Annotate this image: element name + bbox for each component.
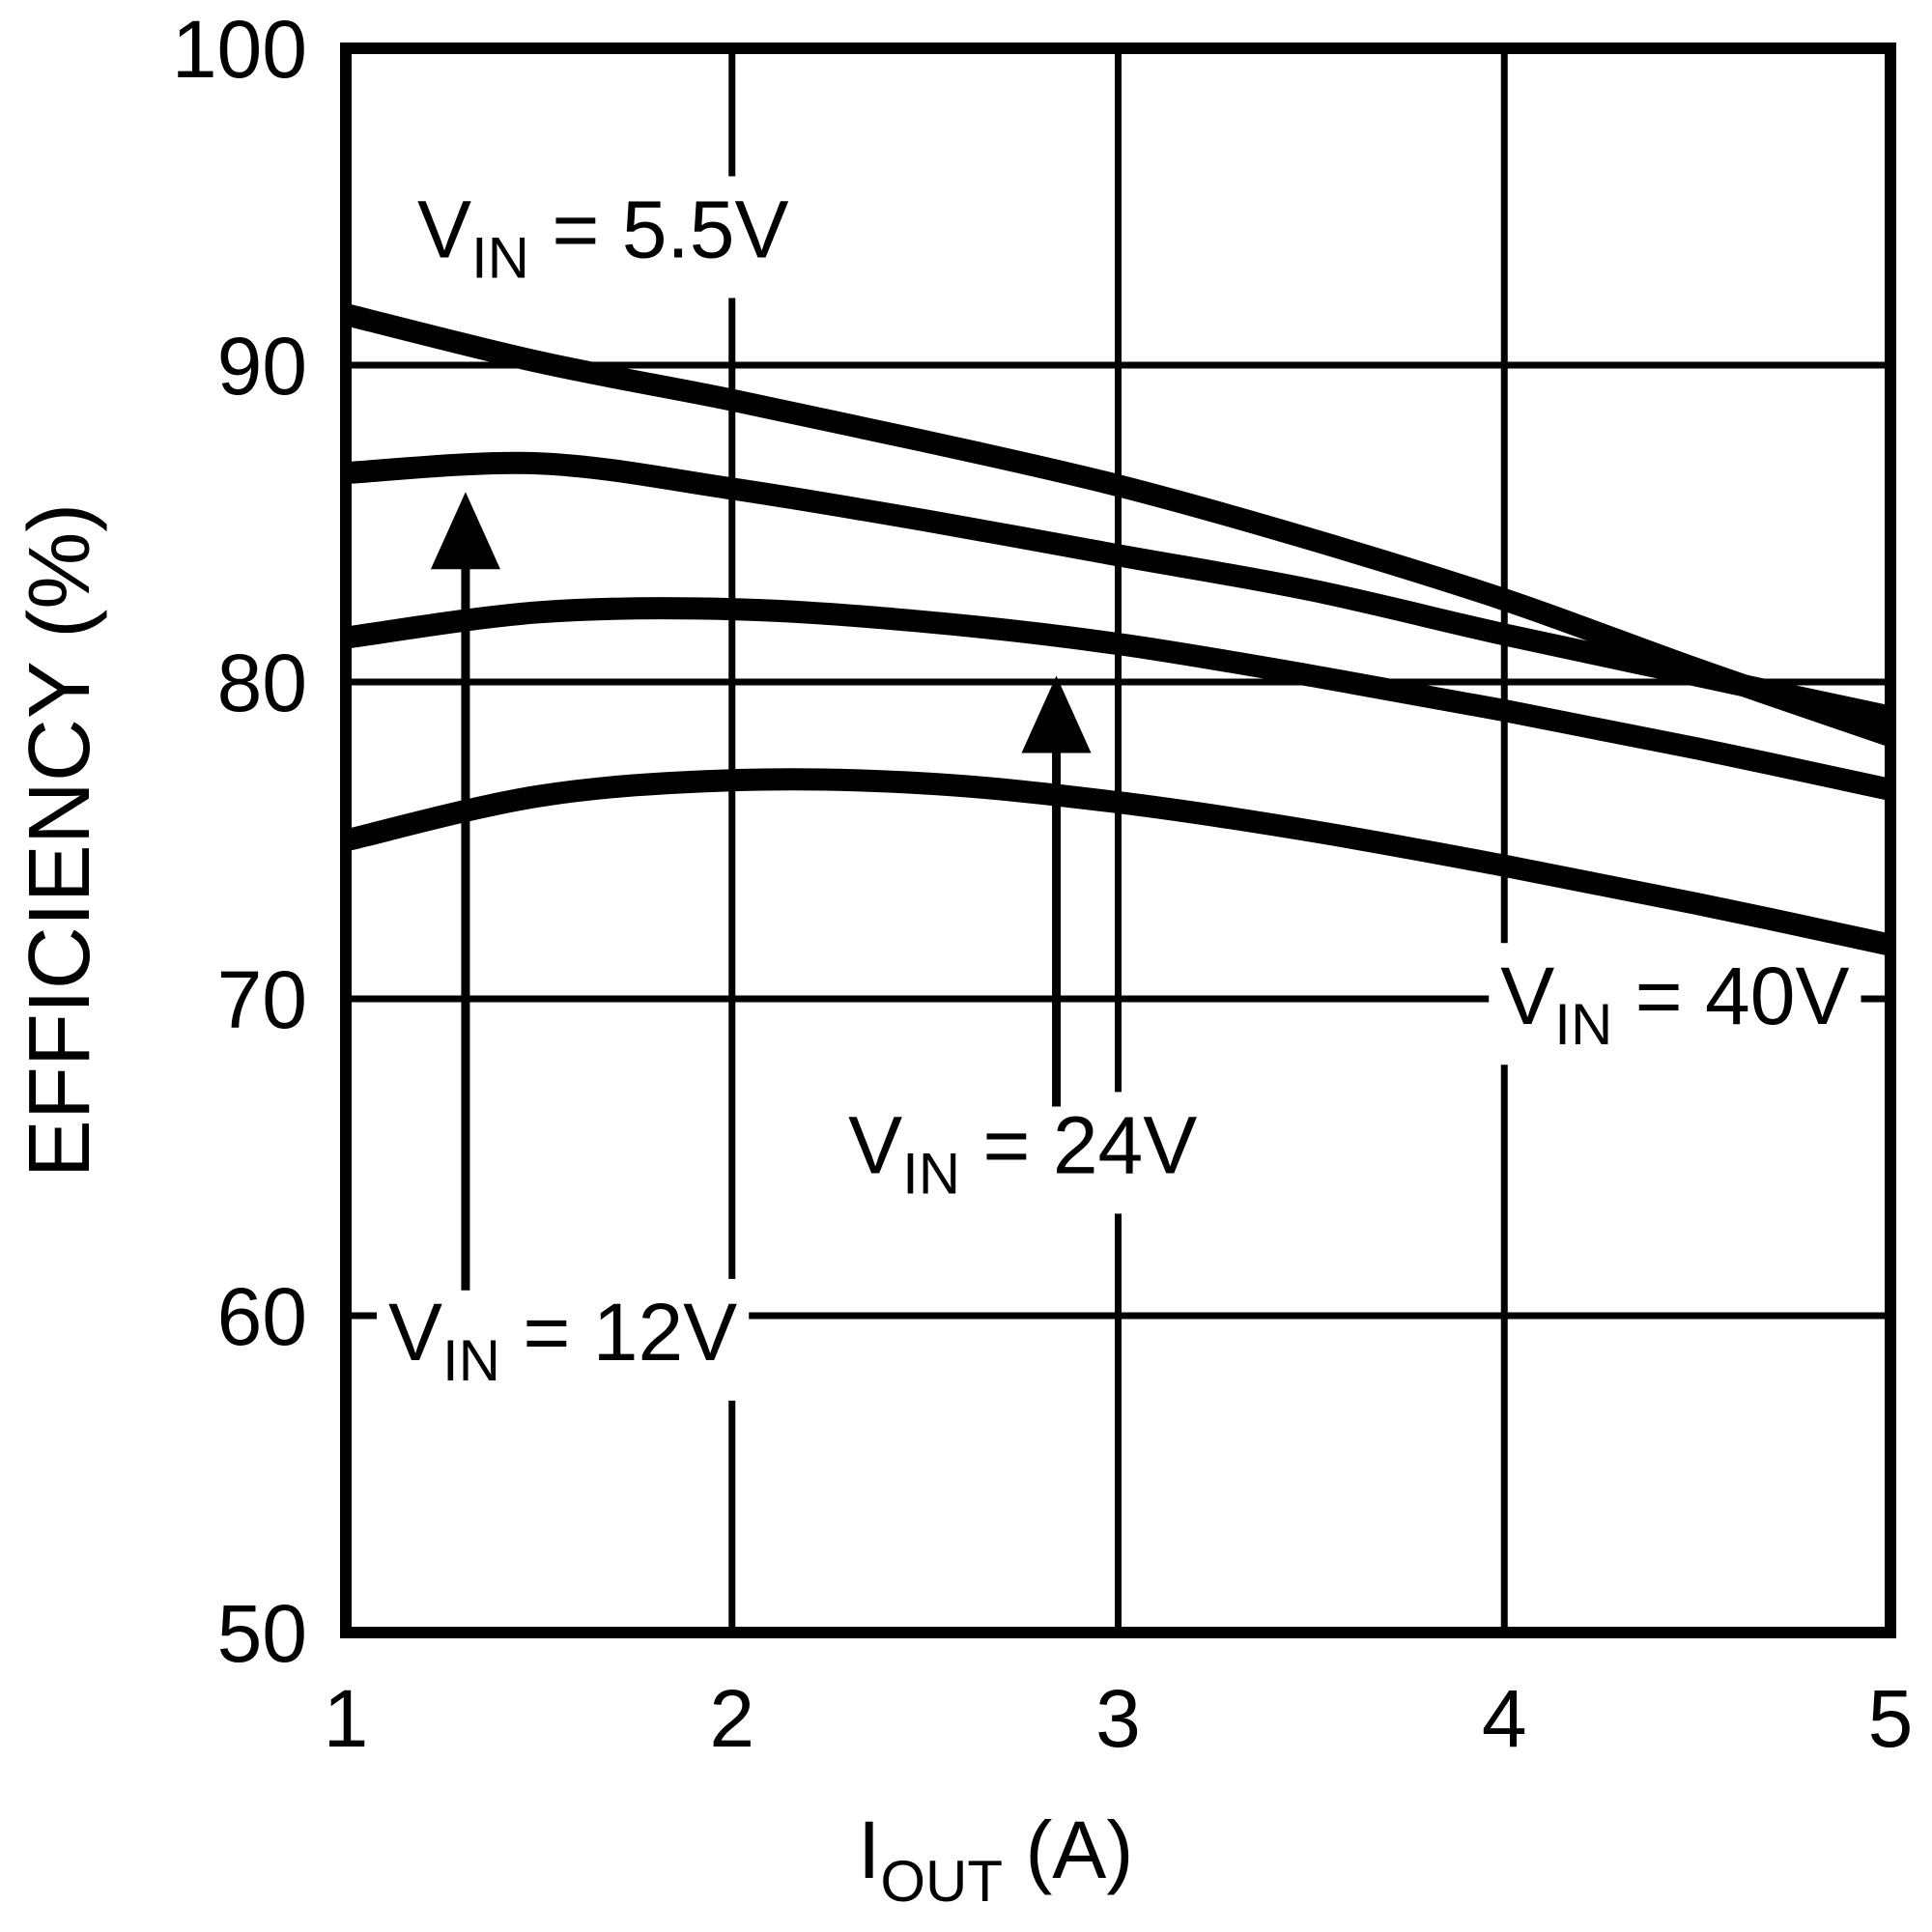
tick-label-layer: 50 60 70 80 90 100 1 2 3 4 5 bbox=[172, 4, 1914, 1764]
arrow-head-vin-12v bbox=[430, 492, 500, 570]
y-tick-label-70: 70 bbox=[217, 954, 307, 1045]
x-axis-title: IOUT (A) bbox=[858, 1804, 1133, 1914]
y-tick-label-90: 90 bbox=[217, 321, 307, 412]
y-tick-label-60: 60 bbox=[217, 1271, 307, 1362]
series-label-bg-vin-12v bbox=[376, 1278, 750, 1401]
series-label-text-vin-5p5v: VIN = 5.5V bbox=[417, 184, 789, 290]
x-tick-label-2: 2 bbox=[709, 1673, 754, 1764]
y-axis-title: EFFICIENCY (%) bbox=[12, 503, 108, 1178]
series-label-bg-vin-5p5v bbox=[405, 176, 801, 298]
curve-layer bbox=[343, 303, 1894, 956]
y-tick-label-100: 100 bbox=[172, 4, 307, 95]
series-label-vin-5p5v: VIN = 5.5V bbox=[405, 176, 801, 298]
curve-vin-40v bbox=[343, 768, 1893, 956]
annotation-arrow-vin-24v bbox=[1021, 675, 1092, 1107]
arrow-head-vin-24v bbox=[1021, 675, 1092, 753]
series-label-text-vin-24v: VIN = 24V bbox=[848, 1099, 1197, 1206]
x-tick-label-5: 5 bbox=[1868, 1673, 1914, 1764]
series-label-bg-vin-40v bbox=[1489, 943, 1861, 1065]
series-label-vin-24v: VIN = 24V bbox=[837, 1092, 1209, 1214]
curve-vin-5p5v bbox=[343, 303, 1894, 747]
y-tick-label-80: 80 bbox=[217, 638, 307, 728]
curve-vin-12v bbox=[345, 451, 1893, 728]
annotation-arrow-vin-12v bbox=[430, 492, 500, 1291]
x-tick-label-1: 1 bbox=[324, 1673, 369, 1764]
plot-frame-layer bbox=[340, 43, 1896, 1638]
x-axis-title-text: IOUT (A) bbox=[858, 1804, 1133, 1914]
series-label-vin-40v: VIN = 40V bbox=[1489, 943, 1861, 1065]
plot-border bbox=[340, 43, 1896, 1638]
x-tick-label-3: 3 bbox=[1095, 1673, 1141, 1764]
series-label-layer: VIN = 5.5V VIN = 12V VIN = 24V VIN = 40V bbox=[376, 176, 1861, 1401]
series-label-text-vin-12v: VIN = 12V bbox=[388, 1287, 737, 1393]
annotation-arrow-layer bbox=[430, 492, 1092, 1291]
y-tick-label-50: 50 bbox=[217, 1588, 307, 1679]
curve-vin-24v bbox=[344, 597, 1893, 801]
series-label-vin-12v: VIN = 12V bbox=[376, 1278, 750, 1401]
x-tick-label-4: 4 bbox=[1482, 1673, 1527, 1764]
series-label-bg-vin-24v bbox=[837, 1092, 1209, 1214]
series-label-text-vin-40v: VIN = 40V bbox=[1500, 951, 1849, 1057]
